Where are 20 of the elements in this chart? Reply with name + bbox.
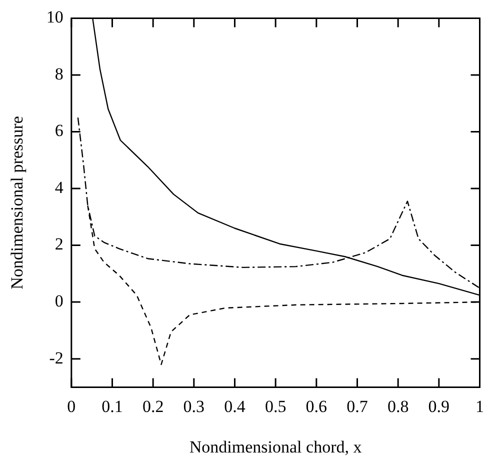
x-tick-label: 0.9 (428, 396, 450, 416)
x-tick-label: 0.4 (224, 396, 246, 416)
y-tick-label: 10 (46, 8, 64, 27)
x-tick-label: 0.1 (102, 396, 123, 416)
x-tick-label: 0.2 (142, 396, 164, 416)
y-axis-title: Nondimensional pressure (8, 116, 27, 290)
x-tick-label: 0.6 (306, 396, 328, 416)
y-tick-label: -2 (49, 348, 64, 368)
x-tick-label: 0 (67, 396, 76, 416)
x-tick-label: 0.7 (346, 396, 368, 416)
y-tick-label: 2 (54, 234, 64, 254)
y-tick-label: 8 (54, 64, 64, 84)
y-tick-label: 6 (54, 121, 64, 140)
x-tick-label: 0.8 (387, 396, 409, 416)
x-tick-label: 0.5 (264, 396, 286, 416)
y-tick-label: 4 (54, 178, 64, 197)
x-axis-title: Nondimensional chord, x (189, 437, 362, 456)
x-tick-label: 1 (476, 396, 484, 416)
x-tick-label: 0.3 (183, 396, 205, 416)
y-tick-label: 0 (54, 292, 64, 311)
